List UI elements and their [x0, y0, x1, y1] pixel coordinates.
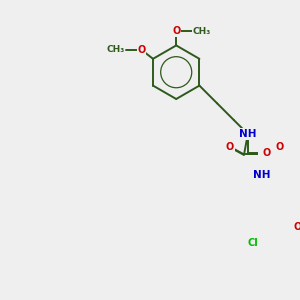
Text: NH: NH: [253, 170, 271, 180]
Text: O: O: [293, 222, 300, 232]
Text: O: O: [276, 142, 284, 152]
Text: O: O: [137, 45, 146, 55]
Text: CH₃: CH₃: [107, 45, 125, 54]
Text: Cl: Cl: [248, 238, 258, 248]
Text: O: O: [172, 26, 180, 36]
Text: O: O: [226, 142, 234, 152]
Text: O: O: [263, 148, 271, 158]
Text: NH: NH: [239, 129, 256, 139]
Text: CH₃: CH₃: [193, 27, 211, 36]
